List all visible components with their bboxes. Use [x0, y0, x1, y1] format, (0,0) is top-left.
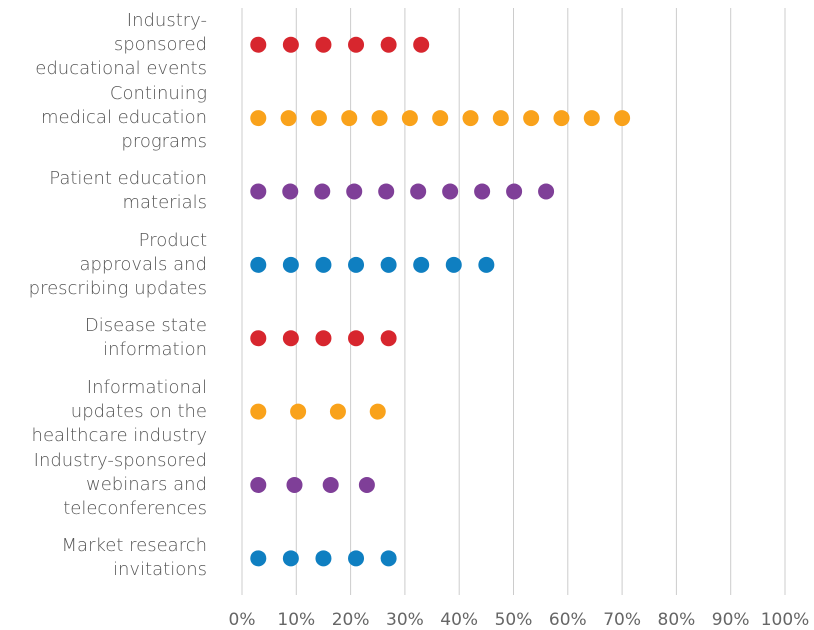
x-tick-label: 50% — [495, 610, 533, 630]
dot — [348, 550, 365, 567]
x-tick-label: 60% — [549, 610, 587, 630]
dot — [348, 256, 365, 273]
dot — [380, 550, 397, 567]
dot — [250, 183, 267, 200]
dot — [346, 183, 363, 200]
dot — [380, 330, 397, 347]
dot — [282, 330, 299, 347]
dot — [315, 36, 332, 53]
y-tick-label: Patient education materials — [49, 168, 207, 214]
dot — [410, 183, 427, 200]
dot — [371, 110, 388, 127]
dot — [250, 550, 267, 567]
dot — [250, 256, 267, 273]
dot — [474, 183, 491, 200]
dot — [250, 330, 267, 347]
dot — [315, 550, 332, 567]
dot — [250, 476, 267, 493]
x-tick-label: 70% — [603, 610, 641, 630]
dot — [282, 36, 299, 53]
x-tick-label: 10% — [277, 610, 315, 630]
dot — [380, 256, 397, 273]
dot — [250, 403, 267, 420]
y-tick-label: Continuing medical education programs — [41, 83, 207, 153]
dot — [583, 110, 600, 127]
y-tick-label: Industry- sponsored educational events — [35, 9, 207, 79]
x-tick-label: 90% — [712, 610, 750, 630]
dot — [432, 110, 449, 127]
dot — [348, 36, 365, 53]
dot — [315, 330, 332, 347]
dot — [380, 36, 397, 53]
x-tick-label: 20% — [332, 610, 370, 630]
dot — [413, 256, 430, 273]
y-tick-label: Informational updates on the healthcare … — [31, 376, 207, 446]
dot — [348, 330, 365, 347]
dot — [250, 36, 267, 53]
dot — [329, 403, 346, 420]
dot — [442, 183, 459, 200]
dot — [286, 476, 303, 493]
dot — [413, 36, 430, 53]
dot — [523, 110, 540, 127]
dot — [282, 256, 299, 273]
x-tick-label: 30% — [386, 610, 424, 630]
dot — [614, 110, 631, 127]
x-tick-label: 40% — [440, 610, 478, 630]
y-tick-label: Market research invitations — [61, 535, 207, 581]
x-tick-label: 0% — [229, 610, 256, 630]
dot — [282, 183, 299, 200]
dot — [492, 110, 509, 127]
dot — [341, 110, 358, 127]
dot — [282, 550, 299, 567]
y-tick-label: Product approvals and prescribing update… — [28, 229, 207, 299]
x-tick-label: 80% — [658, 610, 696, 630]
dot — [506, 183, 523, 200]
dot — [322, 476, 339, 493]
dot — [280, 110, 297, 127]
dot — [378, 183, 395, 200]
dot — [250, 110, 267, 127]
dot — [358, 476, 375, 493]
dot — [369, 403, 386, 420]
dot — [445, 256, 462, 273]
dot — [401, 110, 418, 127]
dot — [314, 183, 331, 200]
x-tick-label: 100% — [761, 610, 810, 630]
dot — [538, 183, 555, 200]
y-tick-label: Industry-sponsored webinars and teleconf… — [33, 449, 207, 519]
dot — [290, 403, 307, 420]
dot — [478, 256, 495, 273]
dot — [553, 110, 570, 127]
dot — [315, 256, 332, 273]
y-tick-label: Disease state information — [84, 315, 207, 361]
dot — [462, 110, 479, 127]
dot — [310, 110, 327, 127]
